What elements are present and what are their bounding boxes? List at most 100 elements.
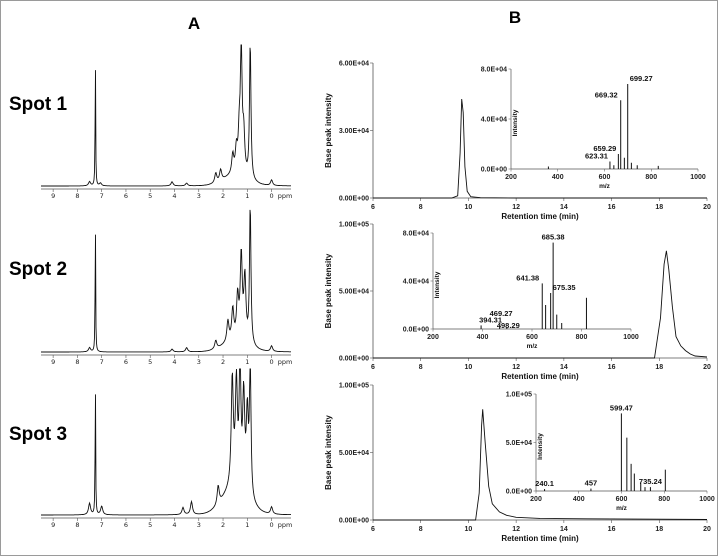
panel-letter-b: B [509,8,521,27]
ms-x-axis-title: m/z [616,505,628,512]
ms-peak-label: 240.1 [535,479,554,488]
lc-y-axis-title: Base peak intensity [324,415,333,490]
ms-x-tick-label: 400 [552,174,564,181]
ms-x-tick-label: 800 [658,496,670,503]
ms-x-tick-label: 400 [477,334,489,341]
ms-y-tick-label: 5.0E+04 [506,440,532,447]
lc-y-tick-label: 6.00E+04 [339,61,369,68]
ms-x-tick-label: 1000 [690,174,706,181]
ppm-tick-label: 5 [148,192,152,200]
ms-peak-label: 623.31 [585,152,608,161]
lc-x-tick-label: 18 [655,526,663,533]
ms-x-tick-label: 1000 [623,334,639,341]
ms-y-axis-title: Intensity [512,109,519,136]
nmr-trace [41,368,291,516]
ppm-tick-label: 6 [124,521,128,529]
ppm-tick-label: 7 [100,192,104,200]
lc-x-tick-label: 6 [371,526,375,533]
ppm-tick-label: 1 [245,358,249,366]
ppm-tick-label: 4 [172,192,176,200]
ppm-tick-label: 0 [270,358,274,366]
lc-x-axis-title: Retention time (min) [501,372,579,381]
ppm-tick-label: 9 [51,521,55,529]
ms-peak-label: 469.27 [490,309,513,318]
ms-x-tick-label: 800 [645,174,657,181]
ms-y-tick-label: 8.0E+04 [481,67,507,74]
ms-inset-3: 200 400 600 800 1000 0.0E+00 5.0E+04 1.0E+05 m/z… [506,392,715,513]
ms-x-tick-label: 200 [427,334,439,341]
ms-inset-1: 200 400 600 800 1000 0.0E+00 4.0E+04 8.0E+04 m/z… [481,67,706,191]
ppm-axis-title: ppm [278,192,293,200]
ppm-tick-label: 8 [75,358,79,366]
lc-y-axis-title: Base peak intensity [324,93,333,168]
ms-y-axis-title: Intensity [537,433,544,460]
lc-x-tick-label: 16 [608,204,616,211]
ppm-tick-label: 4 [172,521,176,529]
nmr-spectrum-2: 9 8 7 6 5 4 3 2 1 0 ppm [41,209,293,366]
nmr-spectrum-3: 9 8 7 6 5 4 3 2 1 0 ppm [41,368,293,529]
spot-label-2: Spot 2 [9,259,67,280]
ms-y-tick-label: 4.0E+04 [403,279,429,286]
lc-x-axis-title: Retention time (min) [501,212,579,221]
ppm-tick-label: 1 [245,521,249,529]
lc-x-tick-label: 14 [560,526,568,533]
lc-x-tick-label: 6 [371,364,375,371]
ppm-tick-label: 2 [221,192,225,200]
lc-x-tick-label: 14 [560,364,568,371]
lc-x-tick-label: 16 [608,364,616,371]
ms-x-tick-label: 600 [526,334,538,341]
ppm-tick-label: 5 [148,358,152,366]
ppm-axis-title: ppm [278,358,293,366]
ppm-tick-label: 9 [51,358,55,366]
lc-y-tick-label: 0.00E+00 [339,356,369,363]
lc-x-tick-label: 8 [419,526,423,533]
ms-peak-label: 457 [585,479,598,488]
ms-x-axis-title: m/z [599,183,611,190]
ms-peak-label: 699.27 [630,74,653,83]
ms-y-tick-label: 0.0E+00 [403,327,429,334]
nmr-trace [41,209,291,353]
lcms-chart-3: 6 8 10 12 14 16 18 20 0.00E+00 5.00E+04 1.00E+05 Re… [324,383,715,544]
lc-x-tick-label: 10 [465,364,473,371]
ms-y-tick-label: 1.0E+05 [506,392,532,399]
ms-peak-label: 685.38 [542,233,565,242]
ms-y-tick-label: 0.0E+00 [506,489,532,496]
ppm-tick-label: 4 [172,358,176,366]
chromatogram-trace [373,409,708,521]
lc-x-tick-label: 20 [703,204,711,211]
ppm-tick-label: 2 [221,521,225,529]
lc-y-tick-label: 3.00E+04 [339,128,369,135]
lc-x-tick-label: 12 [512,204,520,211]
spot-label-1: Spot 1 [9,94,67,115]
ms-peak-label: 599.47 [610,403,633,412]
chromatogram-trace [373,250,708,359]
lc-x-tick-label: 18 [655,204,663,211]
lc-y-tick-label: 1.00E+05 [339,383,369,390]
ppm-tick-label: 3 [197,192,201,200]
ms-x-tick-label: 1000 [699,496,715,503]
ms-x-axis-title: m/z [527,343,539,350]
ms-y-tick-label: 4.0E+04 [481,117,507,124]
lcms-chart-2: 6 8 10 12 14 16 18 20 0.00E+00 5.00E+04 1.00E+05 Re… [324,222,711,382]
ppm-tick-label: 9 [51,192,55,200]
lc-x-tick-label: 6 [371,204,375,211]
lc-x-tick-label: 8 [419,204,423,211]
ppm-tick-label: 6 [124,192,128,200]
ms-peak-label: 735.24 [639,477,663,486]
ppm-tick-label: 8 [75,521,79,529]
ms-peak-label: 641.38 [516,273,539,282]
ppm-tick-label: 1 [245,192,249,200]
ppm-tick-label: 5 [148,521,152,529]
ppm-tick-label: 0 [270,192,274,200]
lc-y-tick-label: 0.00E+00 [339,196,369,203]
ms-y-axis-title: Intensity [434,271,441,298]
ms-peak-label: 669.32 [595,90,618,99]
lc-y-tick-label: 0.00E+00 [339,518,369,525]
lc-x-tick-label: 14 [560,204,568,211]
lc-x-tick-label: 16 [608,526,616,533]
ms-x-tick-label: 400 [573,496,585,503]
lc-y-tick-label: 1.00E+05 [339,222,369,229]
ppm-axis-title: ppm [278,521,293,529]
